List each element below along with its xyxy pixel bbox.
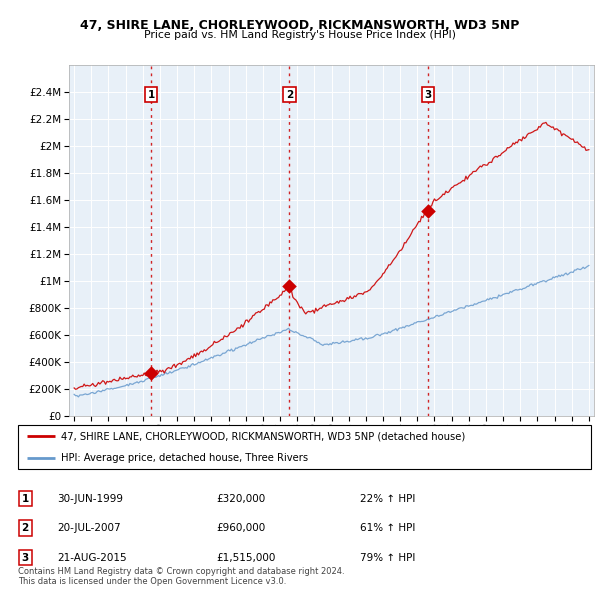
Text: 1: 1 bbox=[148, 90, 155, 100]
Text: 22% ↑ HPI: 22% ↑ HPI bbox=[360, 494, 415, 503]
Text: This data is licensed under the Open Government Licence v3.0.: This data is licensed under the Open Gov… bbox=[18, 577, 286, 586]
Text: 20-JUL-2007: 20-JUL-2007 bbox=[57, 523, 121, 533]
Point bbox=[146, 368, 156, 378]
Text: 30-JUN-1999: 30-JUN-1999 bbox=[57, 494, 123, 503]
Text: HPI: Average price, detached house, Three Rivers: HPI: Average price, detached house, Thre… bbox=[61, 453, 308, 463]
Text: £1,515,000: £1,515,000 bbox=[216, 553, 275, 562]
Text: £960,000: £960,000 bbox=[216, 523, 265, 533]
Text: £320,000: £320,000 bbox=[216, 494, 265, 503]
Text: Contains HM Land Registry data © Crown copyright and database right 2024.: Contains HM Land Registry data © Crown c… bbox=[18, 568, 344, 576]
Text: Price paid vs. HM Land Registry's House Price Index (HPI): Price paid vs. HM Land Registry's House … bbox=[144, 30, 456, 40]
Text: 47, SHIRE LANE, CHORLEYWOOD, RICKMANSWORTH, WD3 5NP: 47, SHIRE LANE, CHORLEYWOOD, RICKMANSWOR… bbox=[80, 19, 520, 32]
Text: 3: 3 bbox=[425, 90, 432, 100]
Text: 1: 1 bbox=[22, 494, 29, 503]
Text: 2: 2 bbox=[286, 90, 293, 100]
Text: 21-AUG-2015: 21-AUG-2015 bbox=[57, 553, 127, 562]
Text: 79% ↑ HPI: 79% ↑ HPI bbox=[360, 553, 415, 562]
Text: 61% ↑ HPI: 61% ↑ HPI bbox=[360, 523, 415, 533]
Text: 3: 3 bbox=[22, 553, 29, 562]
FancyBboxPatch shape bbox=[18, 425, 591, 469]
Point bbox=[284, 281, 294, 291]
Point bbox=[424, 206, 433, 216]
Text: 47, SHIRE LANE, CHORLEYWOOD, RICKMANSWORTH, WD3 5NP (detached house): 47, SHIRE LANE, CHORLEYWOOD, RICKMANSWOR… bbox=[61, 431, 465, 441]
Text: 2: 2 bbox=[22, 523, 29, 533]
